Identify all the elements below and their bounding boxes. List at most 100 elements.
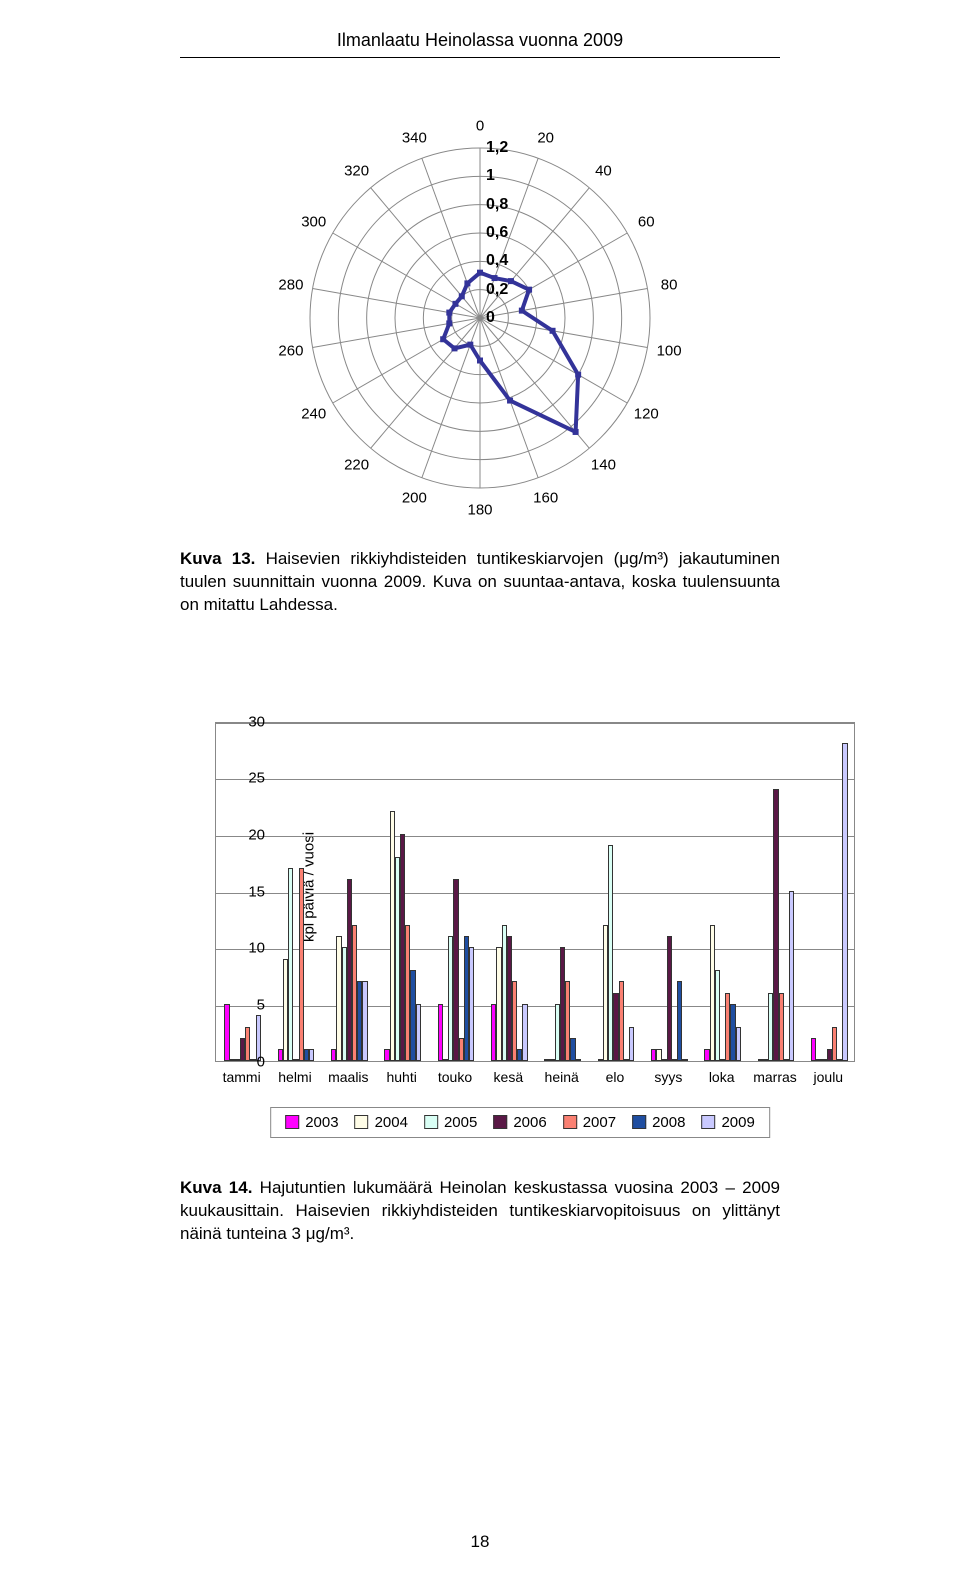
bar [576,1059,581,1061]
radar-angle-label: 40 [595,162,612,179]
radar-angle-label: 20 [537,129,554,146]
legend-swatch [493,1115,507,1129]
bar [629,1027,634,1061]
bar [682,1059,687,1061]
legend-item: 2005 [424,1114,477,1131]
bar [619,981,624,1060]
x-tick-label: touko [428,1069,481,1085]
bar [438,1004,443,1061]
legend-label: 2008 [652,1114,685,1131]
radar-angle-label: 140 [591,457,616,474]
header-title: Ilmanlaatu Heinolassa vuonna 2009 [0,0,960,57]
bar [736,1027,741,1061]
radar-angle-label: 180 [467,502,492,519]
x-tick-label: kesä [482,1069,535,1085]
legend-item: 2007 [563,1114,616,1131]
x-tick-label: maalis [322,1069,375,1085]
radar-svg [200,98,760,538]
radar-radial-label: 1,2 [486,139,508,157]
bar [469,947,474,1060]
radar-radial-label: 0,4 [486,252,508,270]
legend-swatch [632,1115,646,1129]
radar-angle-label: 80 [661,276,678,293]
radar-angle-label: 100 [657,343,682,360]
bar [453,879,458,1060]
radar-radial-label: 0 [486,309,495,327]
caption-k13-text: Haisevien rikkiyhdisteiden tuntikeskiarv… [180,549,780,614]
gridline [216,779,854,780]
bar [362,981,367,1060]
radar-radial-label: 1 [486,167,495,185]
header-rule [180,57,780,58]
gridline [216,949,854,950]
legend-label: 2009 [721,1114,754,1131]
legend-item: 2009 [701,1114,754,1131]
gridline [216,1006,854,1007]
bar [245,1027,250,1061]
legend-label: 2007 [583,1114,616,1131]
radar-radial-label: 0,2 [486,281,508,299]
x-tick-label: syys [642,1069,695,1085]
legend-swatch [701,1115,715,1129]
gridline [216,723,854,724]
radar-angle-label: 280 [278,276,303,293]
radar-radial-label: 0,6 [486,224,508,242]
legend-swatch [355,1115,369,1129]
legend: 2003 2004 2005 2006 2007 2008 2009 [270,1107,770,1138]
page-number: 18 [0,1532,960,1552]
legend-swatch [424,1115,438,1129]
radar-angle-label: 120 [634,406,659,423]
radar-angle-label: 0 [476,118,484,135]
legend-label: 2005 [444,1114,477,1131]
bar [288,868,293,1061]
y-tick-label: 0 [257,1053,265,1070]
radar-angle-label: 320 [344,162,369,179]
radar-angle-label: 200 [402,490,427,507]
bar [677,981,682,1060]
bar [779,993,784,1061]
bar [570,1038,575,1061]
bar [416,1004,421,1061]
caption-k14-text: Hajutuntien lukumäärä Heinolan keskustas… [180,1178,780,1243]
bar [224,1004,229,1061]
legend-label: 2004 [375,1114,408,1131]
radar-chart: 0204060801001201401601802002202402602803… [200,98,760,538]
x-tick-label: huhti [375,1069,428,1085]
legend-item: 2008 [632,1114,685,1131]
caption-kuva13: Kuva 13. Haisevien rikkiyhdisteiden tunt… [180,548,780,617]
bar [842,743,847,1060]
x-tick-label: joulu [802,1069,855,1085]
bar [832,1027,837,1061]
legend-swatch [285,1115,299,1129]
bar [667,936,672,1061]
radar-angle-label: 60 [638,214,655,231]
gridline [216,836,854,837]
x-tick-label: helmi [268,1069,321,1085]
radar-angle-label: 160 [533,490,558,507]
legend-label: 2003 [305,1114,338,1131]
bar [522,1004,527,1061]
radar-angle-label: 220 [344,457,369,474]
legend-item: 2003 [285,1114,338,1131]
bar [811,1038,816,1061]
caption-k14-bold: Kuva 14. [180,1178,252,1197]
legend-swatch [563,1115,577,1129]
y-tick-label: 25 [248,770,265,787]
y-tick-label: 15 [248,883,265,900]
bar [309,1049,314,1060]
bar-chart: kpl päiviä / vuosi 200320042005200620072… [170,707,870,1137]
bar [789,891,794,1061]
y-tick-label: 10 [248,940,265,957]
caption-kuva14: Kuva 14. Hajutuntien lukumäärä Heinolan … [180,1177,780,1246]
radar-angle-label: 340 [402,129,427,146]
gridline [216,893,854,894]
x-tick-label: marras [748,1069,801,1085]
y-tick-label: 20 [248,827,265,844]
legend-item: 2006 [493,1114,546,1131]
y-tick-label: 30 [248,713,265,730]
radar-angle-label: 300 [301,214,326,231]
x-tick-label: heinä [535,1069,588,1085]
legend-item: 2004 [355,1114,408,1131]
x-tick-label: loka [695,1069,748,1085]
x-tick-label: elo [588,1069,641,1085]
